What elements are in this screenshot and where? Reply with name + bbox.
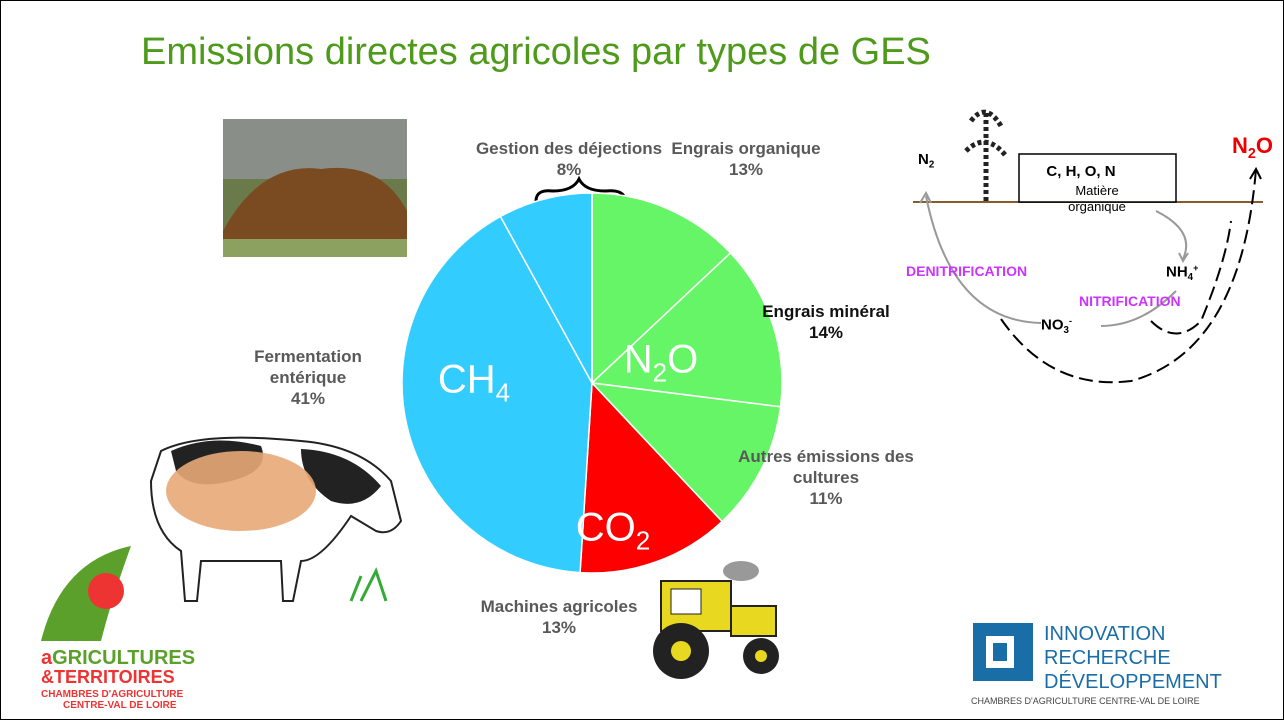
category-name: Engrais organique: [671, 139, 821, 158]
logo-text: &TERRITOIRES: [41, 667, 175, 687]
formula-part: -: [1068, 316, 1072, 326]
box-text: organique: [1068, 199, 1126, 214]
pie-slice: [579, 381, 724, 574]
species-label: NO3-: [1041, 316, 1072, 336]
slice-label: Gestion des déjections 8%: [476, 138, 662, 180]
box-text: Matière: [1075, 183, 1119, 198]
category-name: Autres émissions des cultures: [738, 447, 914, 487]
formula-part: O: [667, 337, 699, 382]
logo-left-mark: [41, 546, 131, 641]
tractor: [653, 561, 779, 679]
slice-label: Fermentation entérique 41%: [233, 346, 383, 409]
logo-text: a: [41, 647, 53, 669]
value-label: 11%: [809, 489, 843, 508]
formula-part: 2: [635, 525, 651, 556]
formula-part: 3: [1063, 324, 1069, 336]
logo-text: CHAMBRES D'AGRICULTURE CENTRE-VAL DE LOI…: [971, 696, 1200, 706]
gas-label: N2O: [624, 337, 698, 388]
formula-part: CH: [437, 357, 496, 402]
category-name: Engrais minéral: [762, 302, 890, 321]
logo-text: CENTRE-VAL DE LOIRE: [63, 700, 177, 711]
photo-ground: [223, 239, 407, 257]
photo-heap: [223, 167, 407, 241]
category-name: Gestion des déjections: [475, 139, 663, 158]
species-label: N2O: [1232, 133, 1273, 162]
slice-label: Engrais organique 13%: [671, 138, 820, 180]
logo-text: GRICULTURES: [52, 647, 196, 669]
box-formula: C, H, O, N: [1046, 163, 1116, 180]
pie-slice: [591, 192, 732, 385]
nitrogen-diagram: [913, 109, 1263, 384]
category-name: Fermentation entérique: [254, 347, 362, 387]
pie-slice: [590, 251, 783, 408]
slice-label: Machines agricoles 13%: [481, 596, 638, 638]
formula-part: +: [1193, 263, 1199, 273]
formula-part: NO: [1041, 316, 1064, 334]
value-label: 41%: [290, 389, 326, 408]
slide-title: Emissions directes agricoles par types d…: [141, 31, 931, 73]
formula-part: N: [623, 337, 653, 382]
gas-label: CO2: [576, 505, 650, 556]
formula-part: NH: [1166, 263, 1188, 281]
pie-slice: [499, 192, 593, 384]
formula-part: 2: [928, 159, 935, 171]
logo-right-mark: [973, 623, 1033, 681]
gas-label: CH4: [438, 357, 510, 408]
logo-text: INNOVATION: [1044, 623, 1166, 645]
value-label: 13%: [728, 160, 764, 179]
formula-part: O: [1255, 133, 1273, 158]
species-label: NH4+: [1166, 263, 1198, 283]
pie-slice: [590, 381, 782, 523]
logo-text: CHAMBRES D'AGRICULTURE: [41, 689, 184, 700]
brace: [534, 175, 627, 202]
formula-part: N: [918, 151, 929, 168]
formula-part: 4: [495, 377, 511, 408]
cow: [149, 436, 403, 602]
formula-part: N: [1232, 133, 1248, 158]
formula-part: 2: [1247, 146, 1256, 162]
category-name: Machines agricoles: [480, 597, 638, 616]
logo-text: RECHERCHE: [1044, 647, 1171, 669]
slice-label: Autres émissions des cultures 11%: [711, 446, 941, 509]
logo-text: DÉVELOPPEMENT: [1044, 671, 1222, 693]
formula-part: 2: [652, 357, 668, 388]
pie-slice: [401, 215, 593, 574]
value-label: 14%: [808, 323, 844, 342]
slice-label: Engrais minéral 14%: [762, 301, 890, 343]
formula-part: 4: [1187, 271, 1194, 283]
value-label: 8%: [556, 160, 582, 179]
process-label: DENITRIFICATION: [906, 263, 1028, 279]
logo-text: aGRICULTURES: [41, 647, 195, 670]
formula-part: CO: [575, 505, 636, 550]
species-label: N2: [918, 151, 934, 170]
value-label: 13%: [541, 618, 577, 637]
process-label: NITRIFICATION: [1079, 293, 1181, 309]
